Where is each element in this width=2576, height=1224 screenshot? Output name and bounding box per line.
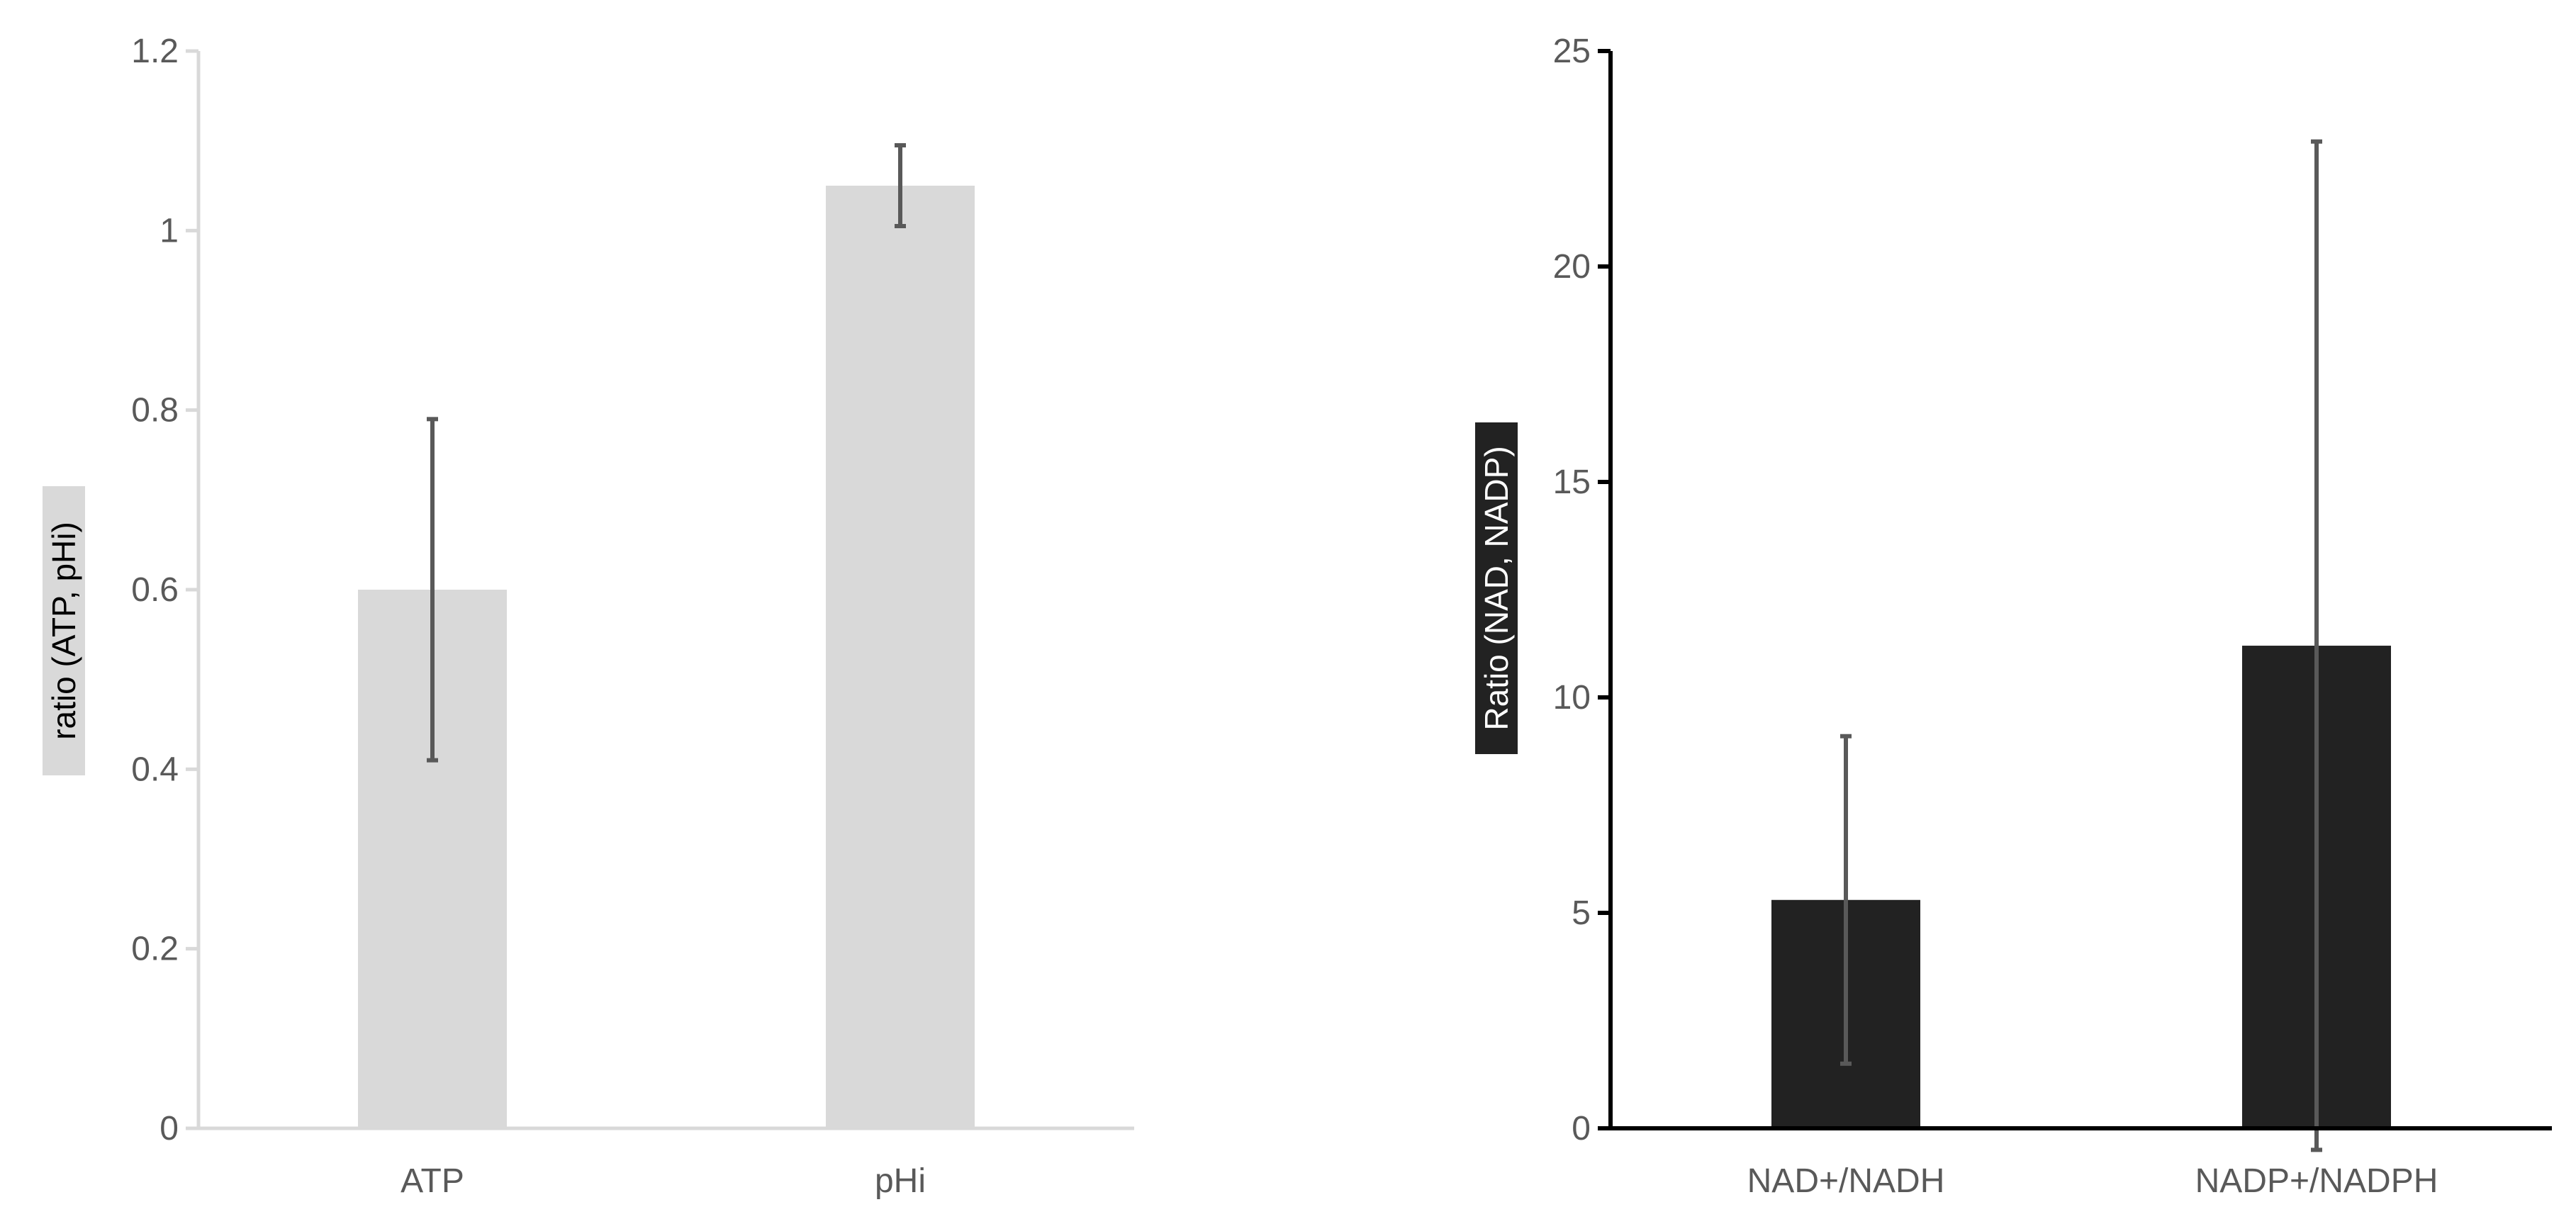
x-tick-label: NAD+/NADH: [1747, 1162, 1945, 1200]
axes: [186, 51, 1134, 1130]
y-tick-label: 0.4: [131, 751, 179, 788]
y-tick-label: 20: [1553, 248, 1591, 286]
y-tick-label: 10: [1553, 679, 1591, 717]
x-tick-label: pHi: [875, 1162, 926, 1200]
bar-phi: [826, 186, 975, 1128]
chart-right: Ratio (NAD, NADP) 0 5 10 15 20 25 NAD+/NADH NA…: [1418, 0, 2576, 1224]
x-tick-labels: NAD+/NADH NADP+/NADPH: [1747, 1162, 2438, 1200]
y-axis-label-group: ratio (ATP, pHi): [43, 486, 85, 775]
chart-left-svg: ratio (ATP, pHi) 0 0.2 0.4 0.6 0.8 1 1.2 ATP pH…: [43, 33, 1134, 1200]
y-axis-label: Ratio (NAD, NADP): [1478, 446, 1515, 730]
y-axis-ticks: 0 5 10 15 20 25: [1553, 33, 1611, 1147]
chart-left: ratio (ATP, pHi) 0 0.2 0.4 0.6 0.8 1 1.2 ATP pH…: [0, 0, 1163, 1224]
y-tick-label: 25: [1553, 33, 1591, 70]
y-axis-label: ratio (ATP, pHi): [45, 522, 82, 740]
y-tick-label: 0.8: [131, 392, 179, 429]
bars: [1771, 139, 2391, 1152]
axes: [1598, 51, 2552, 1130]
y-tick-label: 1: [159, 212, 179, 249]
y-tick-label: 0: [1572, 1110, 1591, 1147]
bars: [358, 143, 975, 1128]
y-tick-label: 0.6: [131, 571, 179, 609]
x-tick-label: NADP+/NADPH: [2195, 1162, 2438, 1200]
y-tick-label: 5: [1572, 894, 1591, 932]
y-tick-label: 0.2: [131, 931, 179, 968]
y-tick-label: 15: [1553, 464, 1591, 501]
x-tick-labels: ATP pHi: [401, 1162, 926, 1200]
y-axis-label-group: Ratio (NAD, NADP): [1475, 422, 1518, 754]
y-axis-ticks: 0 0.2 0.4 0.6 0.8 1 1.2: [131, 33, 198, 1147]
y-tick-label: 1.2: [131, 33, 179, 70]
x-tick-label: ATP: [401, 1162, 464, 1200]
y-tick-label: 0: [159, 1110, 179, 1147]
y-axis-label-background: [43, 486, 85, 775]
y-axis-label-background: [1475, 422, 1518, 754]
